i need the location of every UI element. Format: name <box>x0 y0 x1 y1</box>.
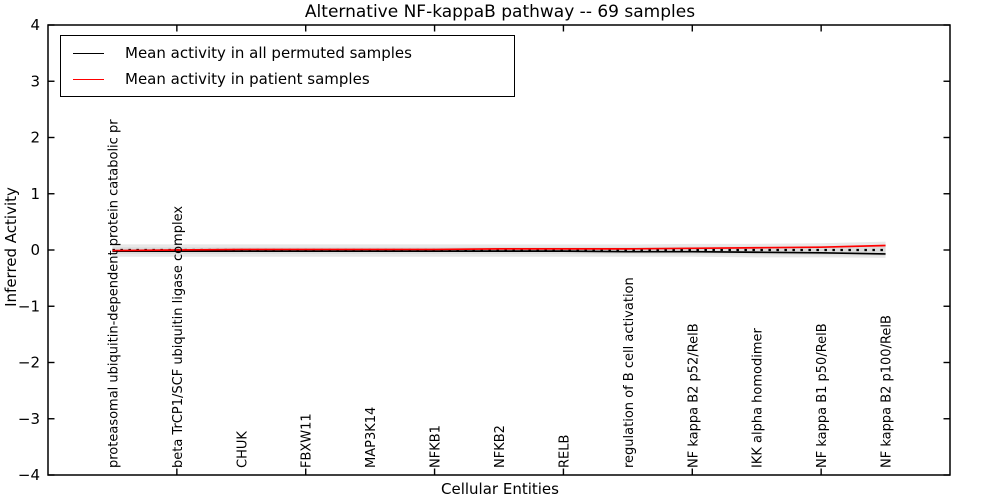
legend-line-sample <box>73 78 104 80</box>
entity-label: beta TrCP1/SCF ubiquitin ligase complex <box>171 206 186 468</box>
legend-entry-label: Mean activity in patient samples <box>125 70 370 88</box>
entity-label: NF kappa B1 p50/RelB <box>815 323 830 468</box>
legend-entry: Mean activity in patient samples <box>61 66 514 92</box>
chart-title: Alternative NF-kappaB pathway -- 69 samp… <box>304 2 696 22</box>
entity-label: MAP3K14 <box>364 407 379 468</box>
y-tick-label: −1 <box>18 297 40 315</box>
entity-label: NFKB1 <box>429 425 444 468</box>
legend-entry-label: Mean activity in all permuted samples <box>125 44 412 62</box>
y-tick-label: −2 <box>18 354 40 372</box>
entity-label: FBXW11 <box>300 413 315 468</box>
legend-entry: Mean activity in all permuted samples <box>61 40 514 66</box>
entity-label: RELB <box>557 435 572 468</box>
y-tick-label: −4 <box>18 466 40 484</box>
entity-label: NF kappa B2 p100/RelB <box>880 315 895 468</box>
y-tick-label: −3 <box>18 410 40 428</box>
legend: Mean activity in all permuted samples Mea… <box>60 35 515 97</box>
y-tick-label: 3 <box>30 72 40 90</box>
patient-mean-line <box>112 244 886 252</box>
entity-label: NF kappa B2 p52/RelB <box>686 323 701 468</box>
entity-label: IKK alpha homodimer <box>751 327 766 468</box>
y-tick-label: 0 <box>30 241 40 259</box>
legend-line-sample <box>73 52 104 54</box>
x-axis-label: Cellular Entities <box>441 480 559 498</box>
entity-label: NFKB2 <box>493 425 508 468</box>
y-tick-label: 2 <box>30 129 40 147</box>
entity-label: regulation of B cell activation <box>622 277 637 468</box>
y-axis-label: Inferred Activity <box>2 187 20 307</box>
y-tick-label: 4 <box>30 16 40 34</box>
y-tick-label: 1 <box>30 185 40 203</box>
entity-label: CHUK <box>235 431 250 468</box>
entity-label: proteasomal ubiquitin-dependent protein … <box>106 119 121 468</box>
